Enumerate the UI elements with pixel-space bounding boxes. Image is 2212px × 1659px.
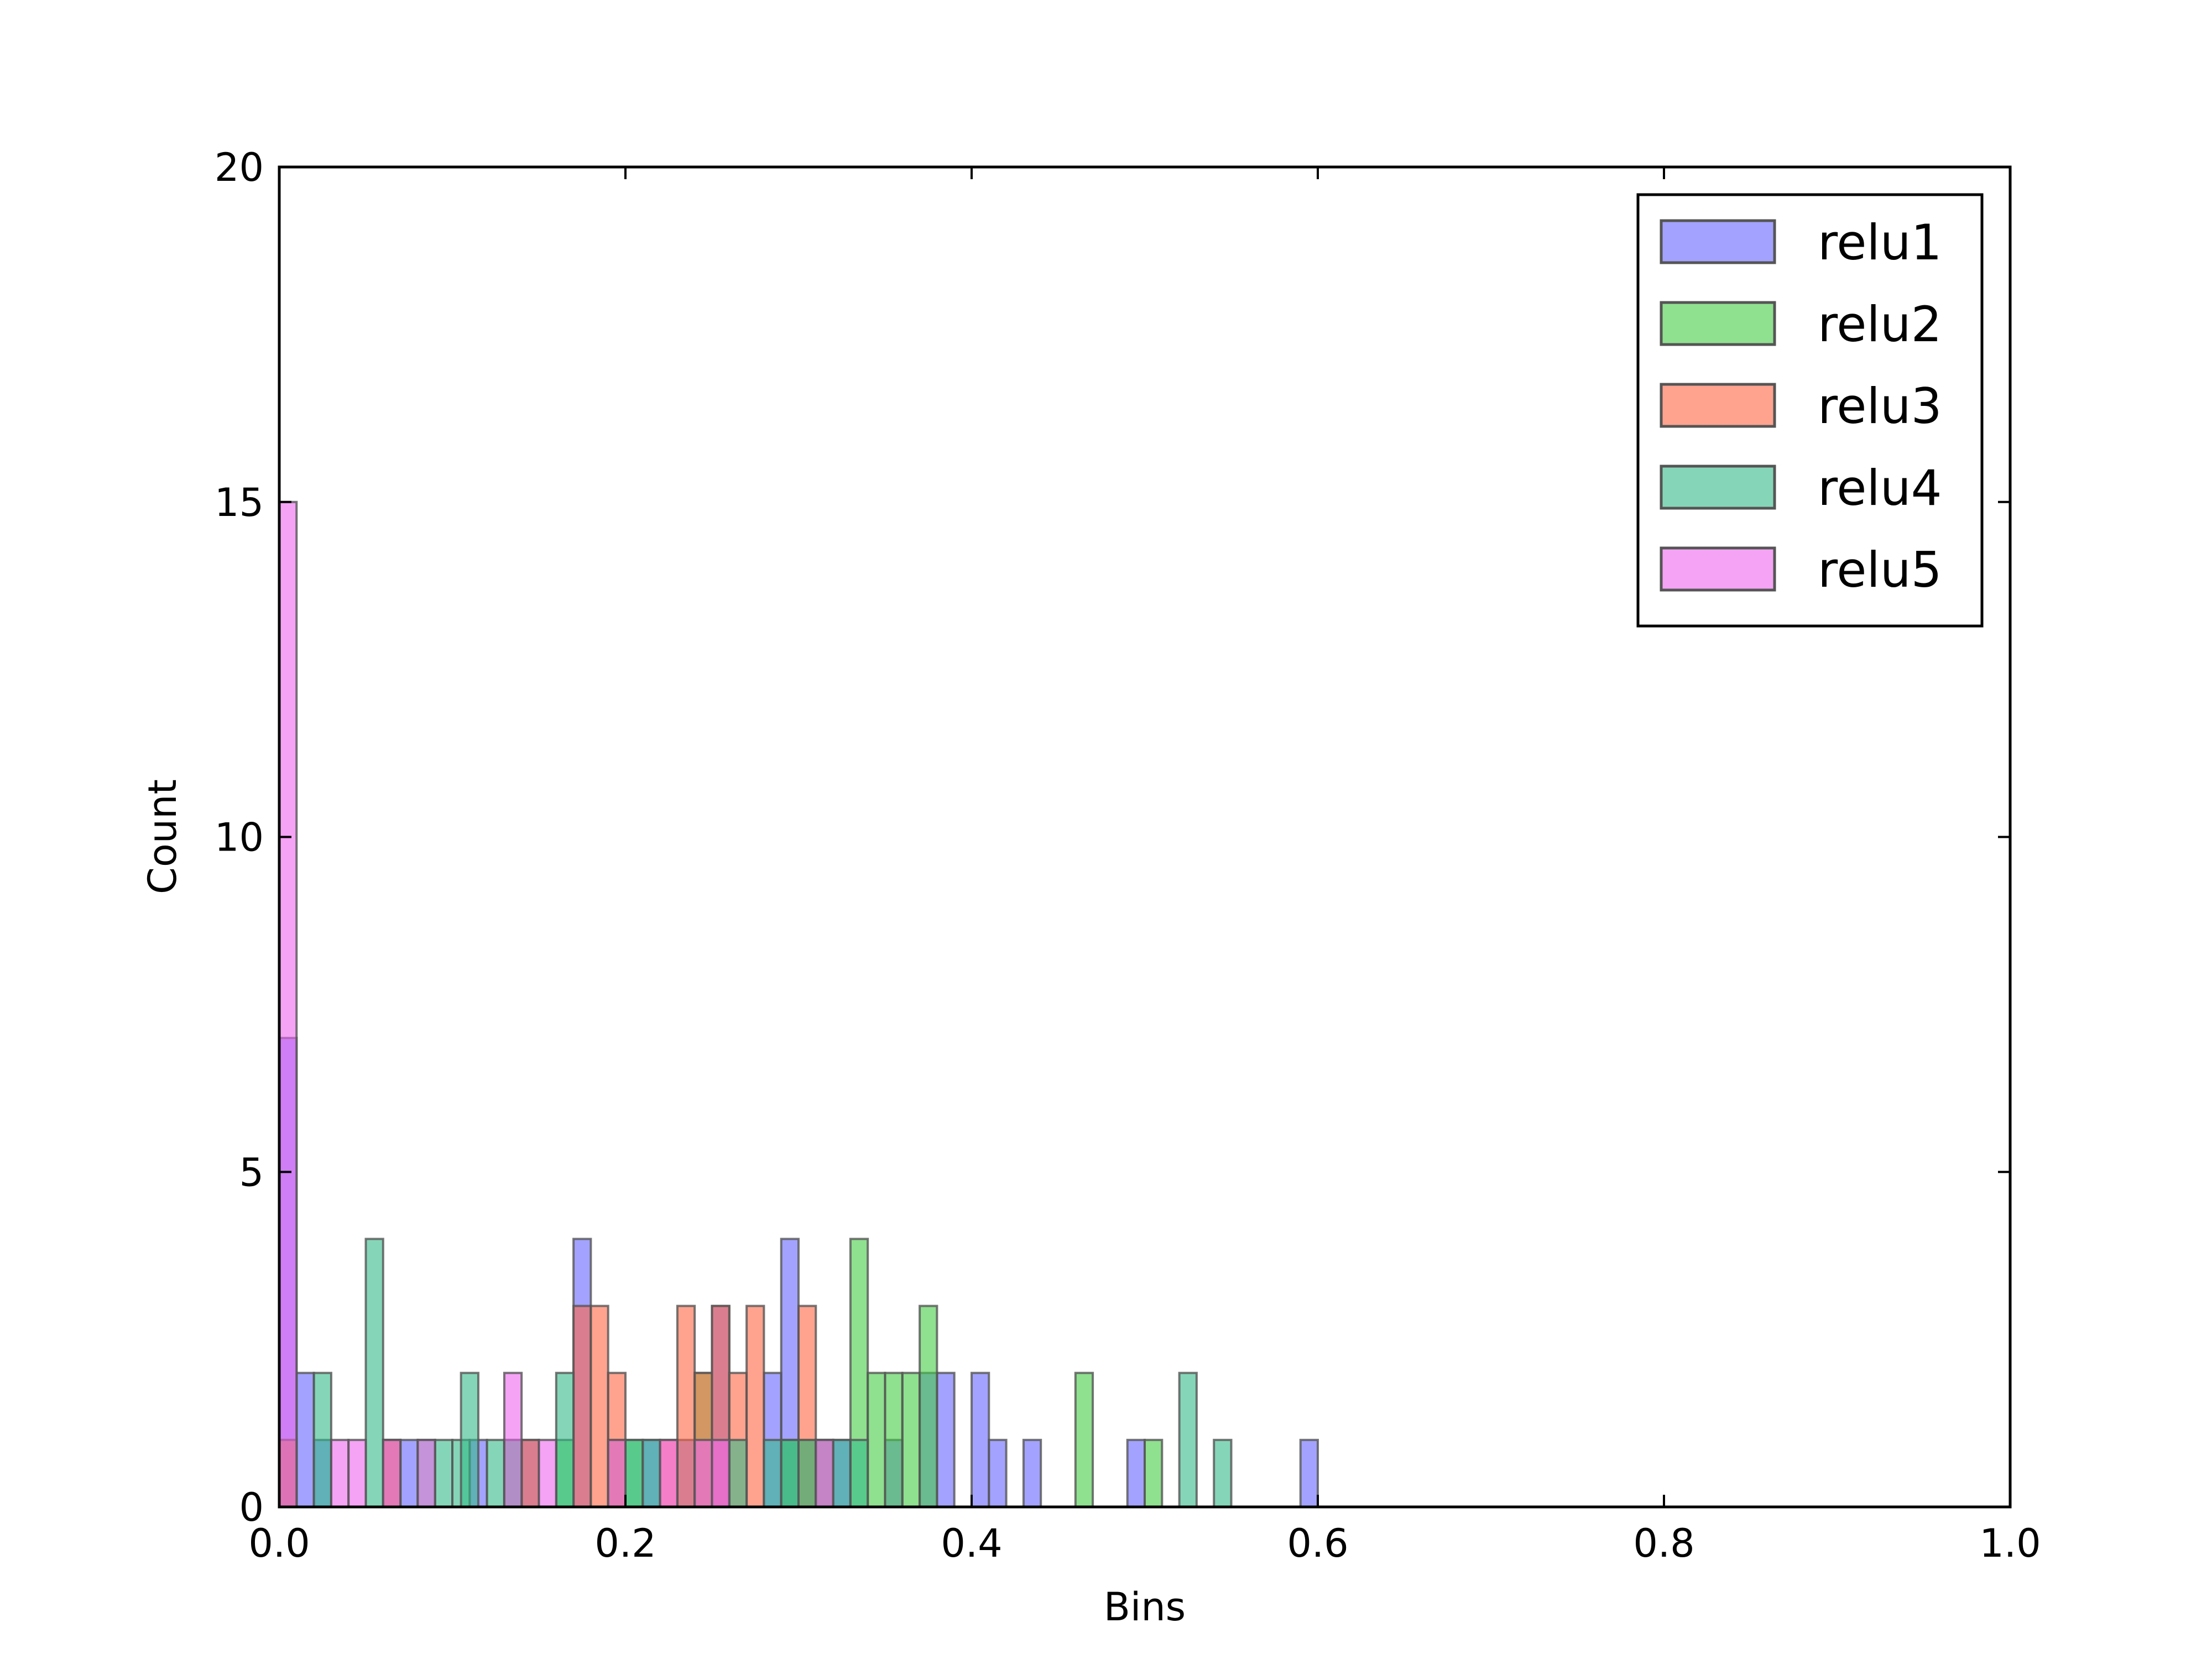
bar-relu5-3 xyxy=(382,1438,402,1509)
bar-relu5-8 xyxy=(659,1438,679,1509)
bar-relu5-2 xyxy=(347,1438,367,1509)
bar-relu1-17 xyxy=(988,1438,1008,1509)
legend: relu1 relu2 relu3 relu4 relu5 xyxy=(1636,193,1984,628)
x-tick-label: 0.4 xyxy=(941,1521,1002,1566)
bar-relu4-0 xyxy=(312,1371,332,1508)
bar-relu3-2 xyxy=(520,1438,540,1509)
bar-relu3-4 xyxy=(589,1305,609,1509)
y-tick-label: 0 xyxy=(239,1485,264,1530)
bar-relu2-12 xyxy=(901,1371,921,1508)
bar-relu1-3 xyxy=(399,1438,419,1509)
bar-relu1-15 xyxy=(936,1371,956,1508)
bar-relu1-16 xyxy=(971,1371,990,1508)
bar-relu4-19 xyxy=(1213,1438,1233,1509)
bar-relu5-4 xyxy=(416,1438,436,1509)
bar-relu4-6 xyxy=(486,1438,505,1509)
bar-relu5-9 xyxy=(693,1438,713,1509)
bar-relu4-16 xyxy=(832,1438,852,1509)
x-tick-label: 0.8 xyxy=(1633,1521,1694,1566)
bar-relu3-7 xyxy=(676,1305,696,1509)
bar-relu5-1 xyxy=(330,1438,350,1509)
bar-relu2-15 xyxy=(1144,1438,1164,1509)
bar-relu4-8 xyxy=(555,1371,575,1508)
bar-relu4-3 xyxy=(434,1438,454,1509)
bar-relu4-11 xyxy=(728,1438,748,1509)
legend-swatch-relu3 xyxy=(1660,383,1776,428)
bar-relu4-9 xyxy=(624,1438,644,1509)
bar-relu2-14 xyxy=(1074,1371,1094,1508)
bar-relu5-0 xyxy=(278,500,298,1508)
legend-label-relu4: relu4 xyxy=(1818,460,1942,517)
bar-relu4-13 xyxy=(780,1438,800,1509)
bar-relu4-12 xyxy=(763,1438,782,1509)
bar-relu2-10 xyxy=(867,1371,886,1508)
bar-relu4-10 xyxy=(641,1438,661,1509)
bar-relu2-13 xyxy=(919,1305,938,1509)
bar-relu4-5 xyxy=(460,1371,479,1508)
bar-relu3-11 xyxy=(745,1305,765,1509)
legend-swatch-relu1 xyxy=(1660,219,1776,264)
bar-relu5-10 xyxy=(711,1438,731,1509)
y-axis-title: Count xyxy=(140,779,185,894)
bar-relu3-3 xyxy=(572,1305,592,1509)
bar-relu1-19 xyxy=(1126,1438,1146,1509)
bar-relu4-17 xyxy=(849,1438,869,1509)
bar-relu1-1 xyxy=(295,1371,315,1508)
x-tick-label: 1.0 xyxy=(1979,1521,2041,1566)
bars-layer xyxy=(278,500,1319,1509)
bar-relu5-5 xyxy=(503,1371,523,1508)
y-tick-label: 20 xyxy=(215,145,264,190)
bar-relu2-11 xyxy=(884,1371,904,1508)
legend-label-relu2: relu2 xyxy=(1818,296,1942,353)
y-tick-label: 10 xyxy=(215,815,264,860)
legend-label-relu3: relu3 xyxy=(1818,378,1942,435)
ticks-layer: 0.0 0.2 0.4 0.6 0.8 1.0 0 5 10 15 20 xyxy=(215,145,2041,1566)
x-axis-title: Bins xyxy=(1104,1584,1186,1630)
bar-relu5-11 xyxy=(815,1438,834,1509)
legend-swatch-relu4 xyxy=(1660,465,1776,510)
y-tick-label: 5 xyxy=(239,1150,264,1195)
x-tick-label: 0.6 xyxy=(1287,1521,1348,1566)
bar-relu1-20 xyxy=(1299,1438,1319,1509)
y-tick-label: 15 xyxy=(215,480,264,525)
legend-label-relu1: relu1 xyxy=(1818,214,1942,271)
bar-relu5-6 xyxy=(538,1438,557,1509)
bar-relu5-7 xyxy=(607,1438,627,1509)
series-relu4 xyxy=(312,1238,1233,1509)
legend-swatch-relu2 xyxy=(1660,301,1776,346)
bar-relu4-18 xyxy=(1178,1371,1198,1508)
legend-swatch-relu5 xyxy=(1660,546,1776,592)
bar-relu1-18 xyxy=(1022,1438,1042,1509)
bar-relu4-1 xyxy=(364,1238,384,1508)
x-tick-label: 0.2 xyxy=(594,1521,656,1566)
x-tick-label: 0.0 xyxy=(248,1521,310,1566)
bar-relu4-14 xyxy=(797,1438,817,1509)
legend-label-relu5: relu5 xyxy=(1818,541,1942,598)
